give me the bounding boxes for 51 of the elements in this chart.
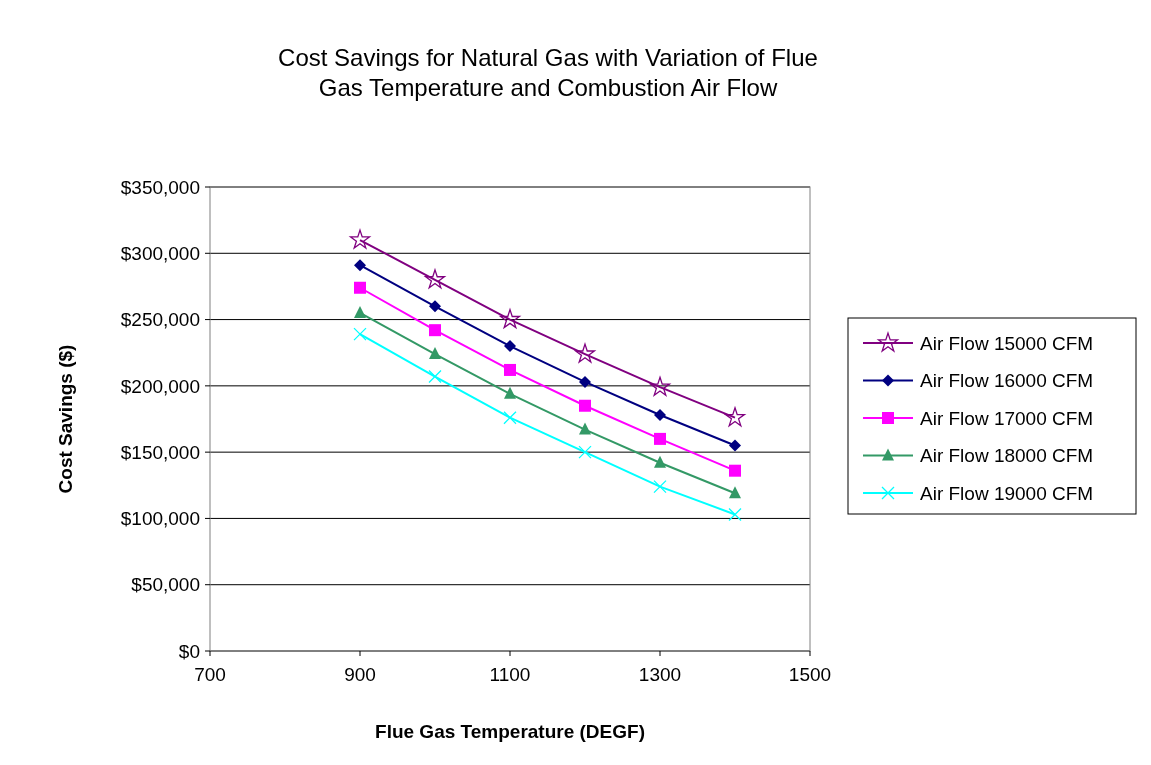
y-tick-label: $200,000 — [120, 375, 200, 397]
y-axis-title: Cost Savings ($) — [55, 344, 76, 494]
point — [429, 324, 441, 337]
y-tick-label: $100,000 — [120, 508, 200, 530]
point — [579, 375, 591, 388]
point — [653, 479, 667, 494]
x-tick-label: 1100 — [489, 664, 531, 685]
y-tick-label: $0 — [178, 640, 200, 662]
y-tick-label: $300,000 — [120, 242, 200, 264]
point — [503, 411, 517, 425]
x-tick-label: 700 — [194, 664, 226, 685]
point — [354, 305, 366, 318]
point — [504, 363, 516, 376]
point — [499, 309, 521, 329]
chart-title: Cost Savings for Natural Gas with Variation of Flue Gas Temperature and Combustion Air Flow — [278, 44, 818, 101]
x-tick-label: 1300 — [638, 664, 682, 685]
point — [349, 229, 371, 249]
point — [579, 422, 591, 435]
x-axis-title: Flue Gas Temperature (DEGF) — [375, 721, 645, 742]
point — [424, 269, 446, 289]
legend-label: Air Flow 15000 CFM — [920, 332, 1094, 354]
point — [649, 376, 671, 396]
y-tick-label: $50,000 — [131, 574, 200, 596]
point — [724, 407, 746, 427]
point — [354, 281, 366, 294]
point — [429, 300, 441, 313]
y-tick-label: $350,000 — [120, 176, 200, 198]
point — [504, 340, 516, 353]
point — [729, 439, 741, 452]
x-tick-label: 900 — [344, 664, 376, 685]
legend-label: Air Flow 18000 CFM — [920, 445, 1094, 467]
y-tick-label: $250,000 — [120, 309, 200, 331]
point — [504, 386, 516, 399]
point — [654, 409, 666, 422]
point — [729, 486, 741, 499]
point — [578, 445, 592, 459]
point — [654, 455, 666, 468]
point — [428, 369, 442, 384]
point — [728, 507, 742, 522]
point — [353, 327, 367, 341]
point — [574, 343, 596, 363]
point — [579, 399, 591, 412]
legend-label: Air Flow 16000 CFM — [920, 370, 1094, 392]
y-tick-label: $150,000 — [120, 441, 200, 463]
point — [654, 432, 666, 445]
point — [429, 347, 441, 360]
x-tick-label: 1500 — [788, 664, 832, 685]
point — [729, 464, 741, 477]
legend-label: Air Flow 17000 CFM — [920, 407, 1094, 429]
point — [354, 259, 366, 272]
legend-label: Air Flow 19000 CFM — [920, 482, 1094, 504]
